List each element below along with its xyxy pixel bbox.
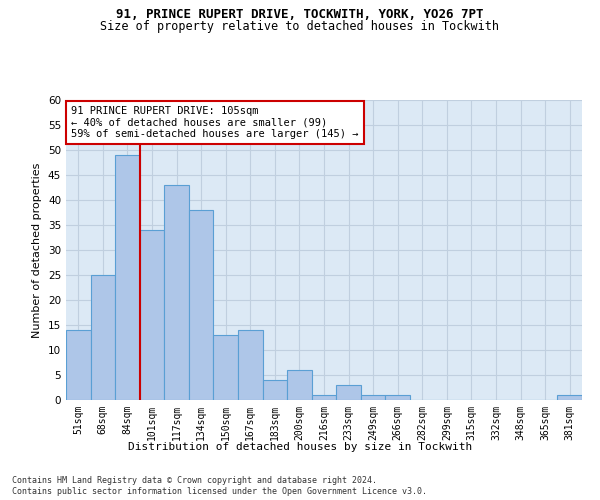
Text: Distribution of detached houses by size in Tockwith: Distribution of detached houses by size … — [128, 442, 472, 452]
Text: Size of property relative to detached houses in Tockwith: Size of property relative to detached ho… — [101, 20, 499, 33]
Bar — [385, 395, 410, 400]
Bar — [287, 370, 312, 400]
Bar — [66, 330, 91, 400]
Bar — [263, 380, 287, 400]
Bar — [336, 385, 361, 400]
Bar — [312, 395, 336, 400]
Text: Contains HM Land Registry data © Crown copyright and database right 2024.: Contains HM Land Registry data © Crown c… — [12, 476, 377, 485]
Text: 91, PRINCE RUPERT DRIVE, TOCKWITH, YORK, YO26 7PT: 91, PRINCE RUPERT DRIVE, TOCKWITH, YORK,… — [116, 8, 484, 20]
Bar — [164, 185, 189, 400]
Bar — [557, 395, 582, 400]
Bar — [214, 335, 238, 400]
Bar — [91, 275, 115, 400]
Bar — [238, 330, 263, 400]
Y-axis label: Number of detached properties: Number of detached properties — [32, 162, 43, 338]
Text: 91 PRINCE RUPERT DRIVE: 105sqm
← 40% of detached houses are smaller (99)
59% of : 91 PRINCE RUPERT DRIVE: 105sqm ← 40% of … — [71, 106, 359, 139]
Bar — [189, 210, 214, 400]
Bar — [140, 230, 164, 400]
Text: Contains public sector information licensed under the Open Government Licence v3: Contains public sector information licen… — [12, 488, 427, 496]
Bar — [361, 395, 385, 400]
Bar — [115, 155, 140, 400]
